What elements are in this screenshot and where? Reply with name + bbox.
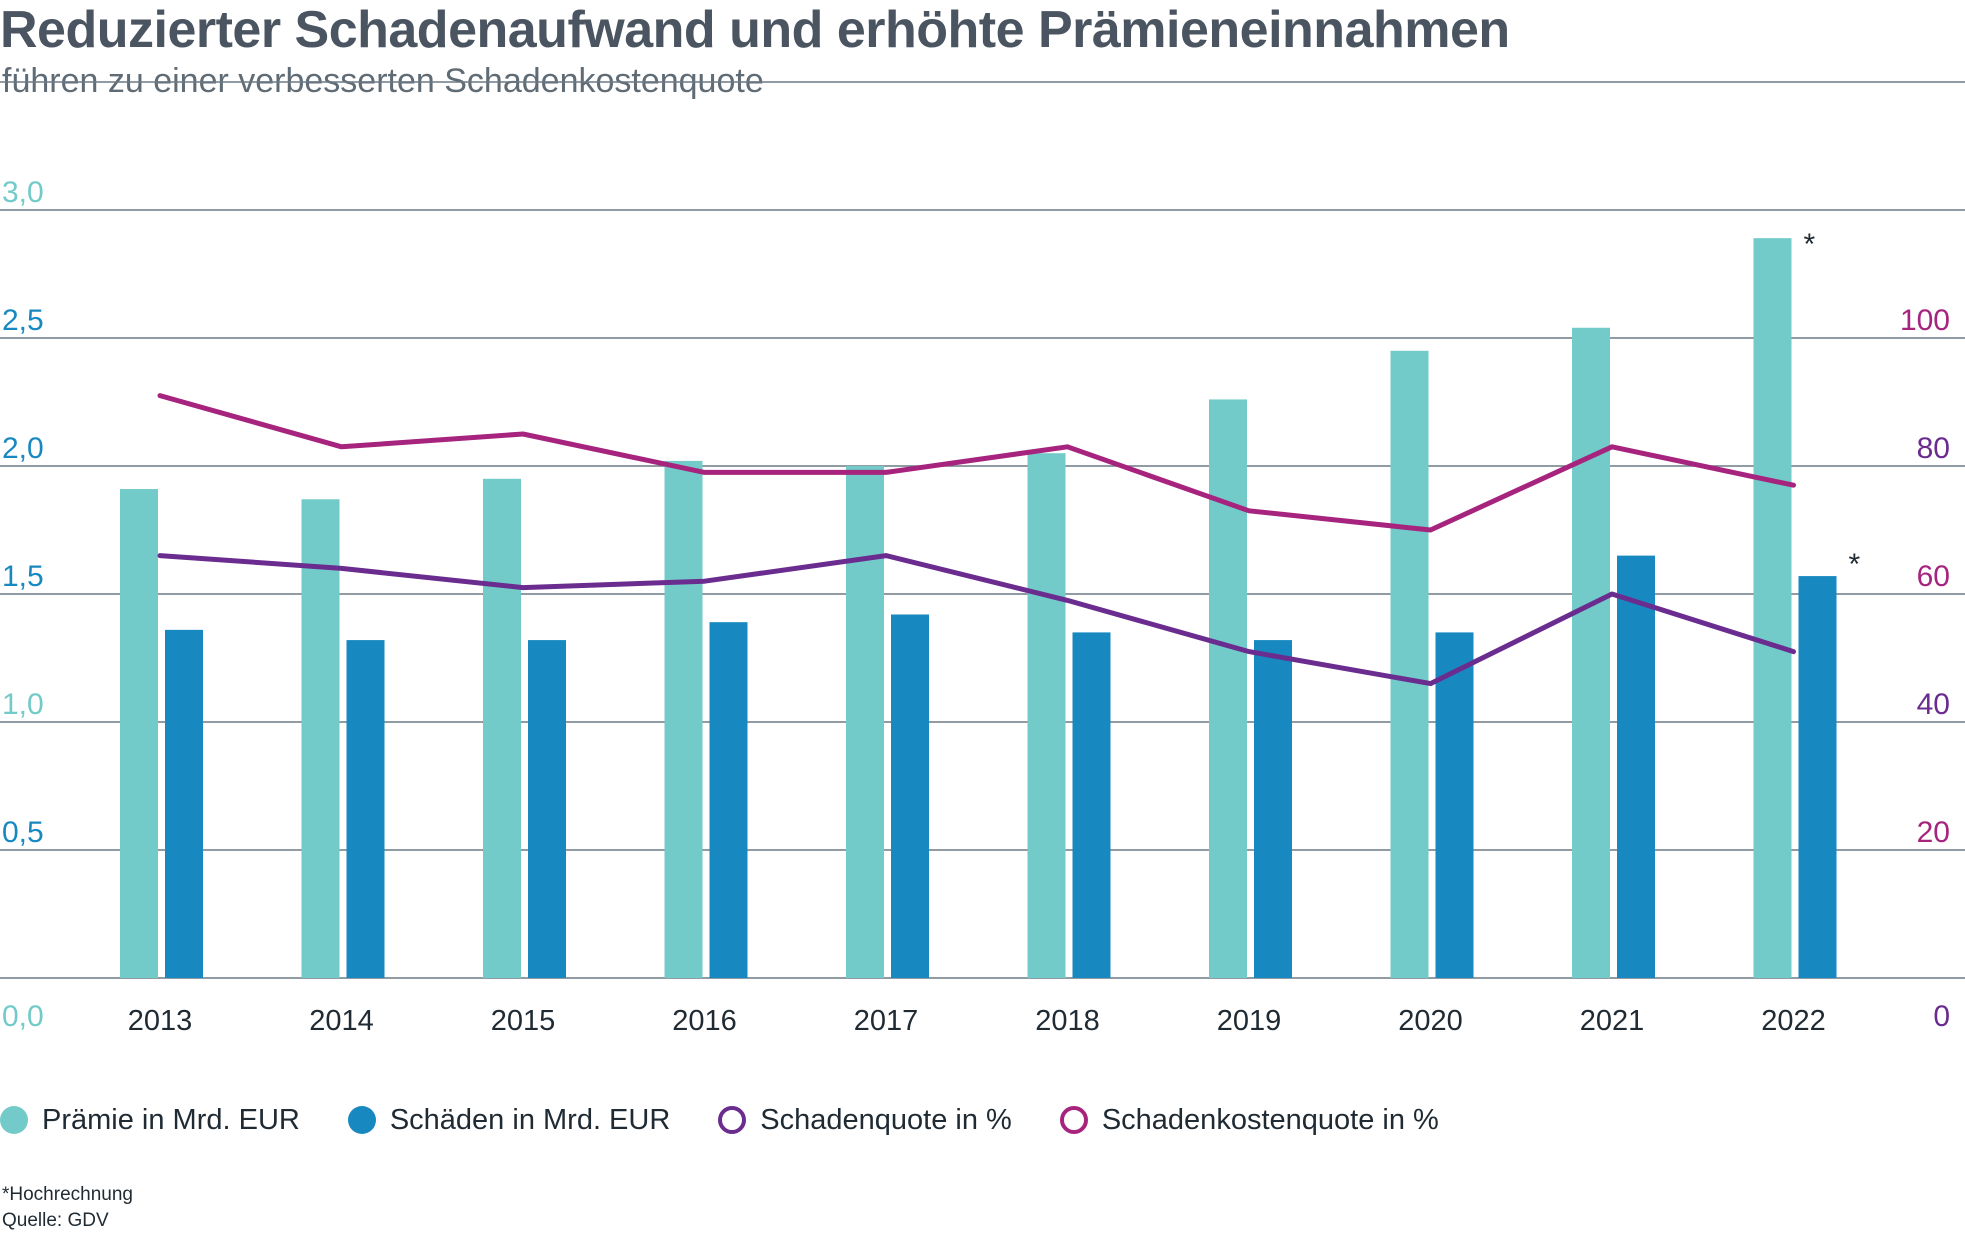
legend-swatch-schaeden — [347, 1106, 376, 1134]
chart-subtitle: führen zu einer verbesserten Schadenkost… — [2, 62, 764, 100]
right-tick-label: 60 — [1917, 560, 1950, 593]
annotation-praemie-2022: * — [1804, 228, 1816, 261]
left-tick-label: 0,5 — [2, 816, 44, 849]
legend-swatch-schadenkostenquote — [1059, 1106, 1088, 1134]
x-tick-label: 2022 — [1761, 1005, 1826, 1037]
bar-schaeden — [346, 640, 385, 978]
legend-label-schadenkostenquote: Schadenkostenquote in % — [1101, 1103, 1439, 1136]
right-tick-label: 40 — [1917, 688, 1950, 721]
bar-praemie — [1753, 238, 1792, 978]
left-tick-label: 2,5 — [2, 304, 44, 337]
bar-praemie — [483, 478, 521, 978]
bar-praemie — [301, 499, 340, 978]
legend-item-praemie: Prämie in Mrd. EUR — [0, 1104, 300, 1137]
left-tick-label: 0,0 — [2, 1000, 44, 1033]
bar-praemie — [120, 489, 158, 978]
x-tick-label: 2013 — [128, 1005, 193, 1037]
bar-schaeden — [1254, 640, 1292, 978]
right-tick-label: 0 — [1933, 1000, 1950, 1033]
left-tick-label: 3,0 — [2, 176, 44, 209]
bar-praemie — [664, 460, 703, 978]
bar-praemie — [1209, 399, 1247, 978]
x-tick-label: 2021 — [1580, 1005, 1645, 1037]
footnote-source: Quelle: GDV — [2, 1210, 109, 1231]
bar-schaeden — [1435, 632, 1474, 978]
legend-label-schadenquote: Schadenquote in % — [760, 1103, 1012, 1136]
footnote-hochrechnung: *Hochrechnung — [2, 1184, 133, 1205]
legend-label-praemie: Prämie in Mrd. EUR — [42, 1103, 300, 1136]
chart-title: Reduzierter Schadenaufwand und erhöhte P… — [0, 1, 1510, 59]
line-schadenkostenquote — [157, 393, 1796, 533]
legend-label-schaeden: Schäden in Mrd. EUR — [389, 1103, 671, 1136]
left-tick-label: 2,0 — [2, 432, 44, 465]
x-tick-label: 2019 — [1217, 1005, 1282, 1037]
x-tick-label: 2015 — [491, 1005, 556, 1037]
legend-swatch-schadenquote — [718, 1106, 747, 1134]
legend-swatch-praemie — [0, 1106, 28, 1134]
bar-praemie — [1572, 327, 1610, 978]
x-tick-label: 2016 — [672, 1005, 737, 1037]
line-schadenquote — [157, 553, 1796, 687]
bar-schaeden — [1798, 576, 1837, 978]
bar-schaeden — [1072, 632, 1111, 978]
x-tick-label: 2020 — [1398, 1005, 1463, 1037]
right-tick-label: 100 — [1900, 304, 1950, 337]
bar-praemie — [1027, 453, 1066, 978]
bar-schaeden — [891, 614, 929, 978]
right-tick-label: 20 — [1917, 816, 1950, 849]
x-tick-label: 2018 — [1035, 1005, 1100, 1037]
bar-praemie — [846, 466, 884, 978]
x-tick-label: 2017 — [854, 1005, 919, 1037]
bar-praemie — [1390, 350, 1429, 978]
bar-schaeden — [1617, 555, 1655, 978]
legend-item-schadenquote: Schadenquote in % — [718, 1104, 1012, 1137]
left-tick-label: 1,5 — [2, 560, 44, 593]
chart-legend: Prämie in Mrd. EUR Schäden in Mrd. EUR S… — [0, 1098, 1487, 1142]
bar-schaeden — [165, 629, 203, 978]
bar-schaeden — [709, 622, 748, 978]
x-tick-label: 2014 — [309, 1005, 374, 1037]
left-tick-label: 1,0 — [2, 688, 44, 721]
annotation-schaeden-2022: * — [1849, 548, 1861, 581]
bar-schaeden — [528, 640, 566, 978]
legend-item-schaeden: Schäden in Mrd. EUR — [347, 1103, 671, 1137]
right-tick-label: 80 — [1917, 432, 1950, 465]
legend-item-schadenkostenquote: Schadenkostenquote in % — [1059, 1103, 1439, 1137]
combo-chart: 0,0 0,5 1,0 1,5 2,0 2,5 3,0 0 20 40 60 80 100 2013 201… — [0, 81, 1965, 1037]
